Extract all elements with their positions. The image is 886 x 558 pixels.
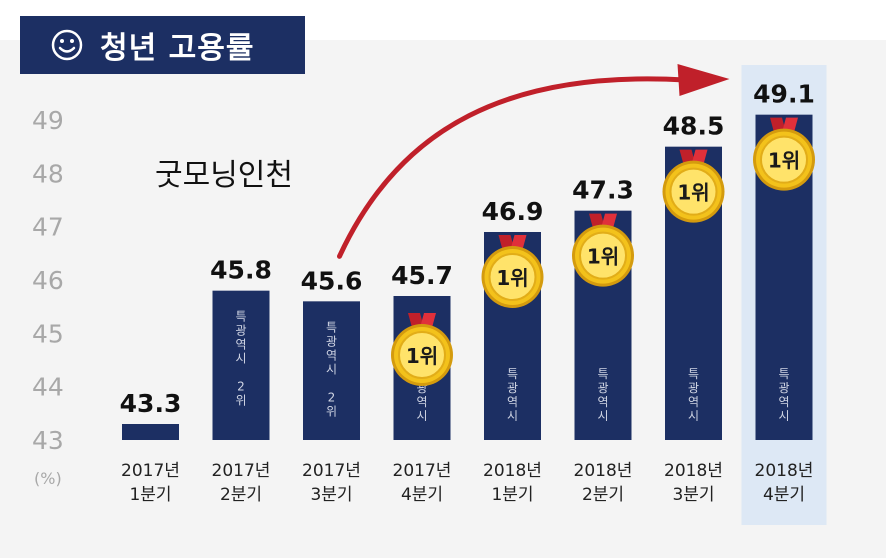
trend-arrow-head [677,64,730,96]
value-label: 47.3 [572,176,634,205]
value-label: 48.5 [663,112,725,141]
x-tick-label: 3분기 [672,485,714,505]
x-tick-label: 2분기 [582,485,624,505]
page-title: 청년 고용률 [100,31,255,66]
y-tick-label: 44 [32,373,64,402]
rank-label: 1위 [587,245,619,269]
title-box: 청년 고용률 [20,16,305,74]
y-axis-unit: (%) [34,469,62,488]
x-tick-label: 2017년 [302,461,361,481]
x-tick-label: 2018년 [574,461,633,481]
bar [212,290,270,440]
rank-medal: 1위 [753,117,815,191]
rank-medal: 1위 [391,313,453,386]
y-tick-label: 46 [32,266,64,295]
x-tick-label: 2017년 [212,461,271,481]
x-tick-label: 4분기 [401,485,443,505]
x-tick-label: 2017년 [121,461,180,481]
bar [122,424,179,440]
trend-arrow [337,76,688,259]
x-tick-label: 1분기 [491,485,533,505]
y-tick-label: 45 [32,319,64,348]
smile-icon [51,29,83,61]
rank-medal: 1위 [481,235,544,308]
value-label: 45.8 [210,256,272,285]
x-tick-label: 2분기 [220,485,262,505]
y-tick-label: 47 [32,213,64,242]
rank-medal: 1위 [572,213,634,287]
value-label: 45.6 [301,266,363,295]
rank-label: 1위 [768,149,800,173]
value-label: 49.1 [753,80,815,109]
rank-label: 1위 [677,181,709,205]
rank-label: 1위 [406,344,438,368]
value-label: 46.9 [482,197,544,226]
x-tick-label: 2018년 [483,461,542,481]
source-annotation: 굿모닝인천 [155,158,293,193]
x-tick-label: 2018년 [664,461,723,481]
y-tick-label: 43 [32,426,64,455]
x-tick-label: 4분기 [763,485,805,505]
y-tick-label: 49 [32,106,64,135]
x-tick-label: 2017년 [393,461,452,481]
rank-label: 1위 [496,266,528,290]
bar [303,301,360,440]
rank-medal: 1위 [662,149,725,223]
y-tick-label: 48 [32,159,64,188]
value-label: 45.7 [391,261,453,290]
x-tick-label: 3분기 [310,485,352,505]
x-tick-label: 2018년 [755,461,814,481]
value-label: 43.3 [120,389,182,418]
x-tick-label: 1분기 [129,485,171,505]
